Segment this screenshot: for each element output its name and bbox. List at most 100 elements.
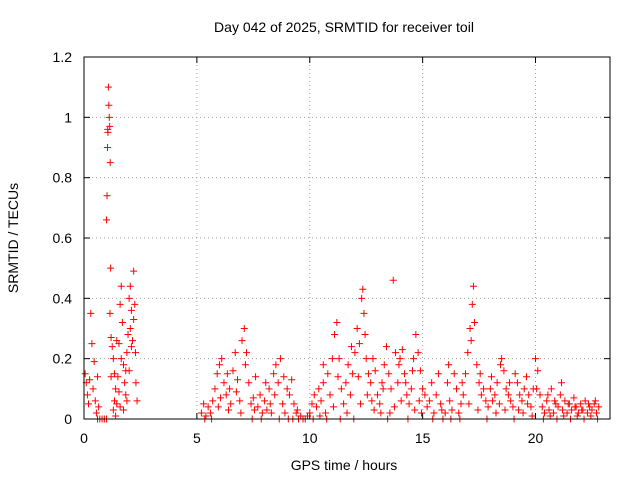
x-tick-label: 20 — [528, 430, 544, 446]
y-tick-label: 1 — [64, 109, 72, 125]
data-point — [383, 343, 391, 351]
data-point — [459, 391, 467, 399]
data-point — [223, 370, 231, 378]
data-point — [126, 282, 134, 290]
data-point — [127, 306, 135, 314]
data-point — [482, 397, 490, 405]
data-point — [587, 412, 595, 420]
data-point — [130, 267, 138, 275]
data-point — [342, 379, 350, 387]
data-point — [122, 391, 130, 399]
data-point — [127, 343, 135, 351]
data-point — [568, 406, 576, 414]
data-point — [371, 367, 379, 375]
data-point — [122, 367, 130, 375]
x-axis-label: GPS time / hours — [291, 457, 398, 473]
data-point — [378, 379, 386, 387]
data-point — [533, 385, 541, 393]
data-point — [116, 300, 124, 308]
data-point — [123, 349, 131, 357]
data-point — [387, 385, 395, 393]
data-point — [124, 331, 132, 339]
data-point — [491, 391, 499, 399]
data-point — [524, 400, 532, 408]
data-point — [333, 318, 341, 326]
data-point — [489, 397, 497, 405]
data-point — [484, 403, 492, 411]
data-point — [313, 403, 321, 411]
data-point — [588, 406, 596, 414]
data-point — [403, 391, 411, 399]
data-point — [200, 400, 208, 408]
data-point — [412, 331, 420, 339]
data-point — [115, 388, 123, 396]
data-point — [380, 361, 388, 369]
data-point — [112, 385, 120, 393]
data-point — [379, 385, 387, 393]
data-point — [238, 337, 246, 345]
data-point — [471, 318, 479, 326]
data-point — [502, 385, 510, 393]
data-point — [519, 409, 527, 417]
data-point — [419, 385, 427, 393]
data-point — [261, 397, 269, 405]
data-point — [107, 264, 115, 272]
data-point — [414, 349, 422, 357]
data-point — [90, 358, 98, 366]
data-point — [541, 409, 549, 417]
data-point — [110, 370, 118, 378]
data-point — [116, 403, 124, 411]
data-point — [538, 403, 546, 411]
data-point — [428, 379, 436, 387]
data-point — [243, 349, 251, 357]
data-point — [222, 391, 230, 399]
data-point — [104, 83, 112, 91]
x-tick-label: 5 — [193, 430, 201, 446]
data-point — [528, 412, 536, 420]
data-point — [232, 388, 240, 396]
y-tick-label: 0.4 — [53, 290, 73, 306]
data-point — [354, 373, 362, 381]
data-point — [507, 397, 515, 405]
data-point — [120, 406, 128, 414]
data-point — [220, 379, 228, 387]
chart-title: Day 042 of 2025, SRMTID for receiver toi… — [214, 19, 474, 35]
data-point — [335, 355, 343, 363]
data-point — [353, 325, 361, 332]
data-point — [308, 400, 316, 408]
data-point — [204, 403, 212, 411]
data-point — [217, 394, 225, 402]
data-point — [197, 409, 205, 417]
data-point — [231, 349, 239, 357]
data-point — [331, 331, 339, 339]
data-point — [258, 409, 266, 417]
data-point — [536, 391, 544, 399]
data-point — [401, 370, 409, 378]
data-point — [270, 370, 278, 378]
data-point — [395, 361, 403, 369]
data-point — [430, 409, 438, 417]
data-point — [559, 406, 567, 414]
data-point — [88, 340, 96, 348]
data-point — [281, 409, 289, 417]
x-tick-label: 10 — [302, 430, 318, 446]
data-point — [546, 412, 554, 420]
data-point — [363, 391, 371, 399]
data-point — [486, 385, 494, 393]
data-point — [240, 325, 248, 332]
data-point — [583, 409, 591, 417]
data-point — [131, 300, 139, 308]
data-point — [595, 403, 603, 411]
data-point — [544, 391, 552, 399]
data-point — [285, 391, 293, 399]
data-point — [547, 385, 555, 393]
data-point — [518, 397, 526, 405]
data-point — [283, 385, 291, 393]
data-point — [551, 397, 559, 405]
data-point — [319, 361, 327, 369]
data-point — [91, 397, 99, 405]
data-point — [520, 385, 528, 393]
data-point — [570, 394, 578, 402]
data-point — [346, 391, 354, 399]
data-point — [466, 325, 474, 332]
